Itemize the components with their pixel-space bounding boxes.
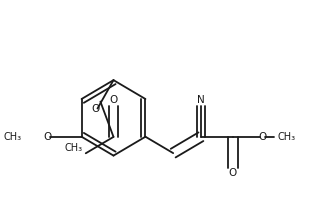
- Text: O: O: [109, 95, 118, 105]
- Text: O: O: [258, 132, 266, 142]
- Text: O: O: [229, 168, 237, 178]
- Text: CH₃: CH₃: [65, 143, 83, 153]
- Text: N: N: [197, 95, 205, 105]
- Text: O: O: [43, 132, 52, 142]
- Text: CH₃: CH₃: [3, 132, 21, 142]
- Text: O: O: [92, 104, 100, 113]
- Text: CH₃: CH₃: [278, 132, 296, 142]
